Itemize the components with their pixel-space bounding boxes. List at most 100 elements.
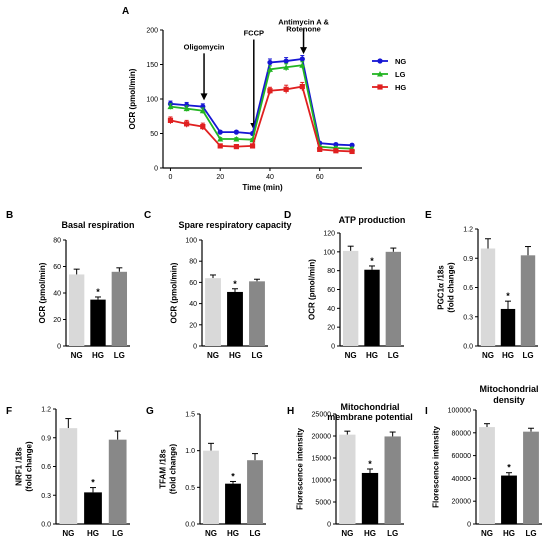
series-hg-point (333, 148, 339, 154)
panel-a-y-tick-label: 50 (150, 131, 158, 138)
series-lg-point (266, 66, 273, 72)
series-hg-point (317, 146, 323, 152)
series-lg-point (199, 107, 206, 114)
panel-label-i: I (425, 406, 428, 417)
panel-g-category-label: HG (227, 529, 239, 538)
series-hg-line (170, 85, 353, 153)
series-hg-point (200, 124, 206, 130)
panel-c-y-tick-label: 40 (189, 301, 197, 308)
panel-d-y-tick-label: 120 (323, 231, 335, 238)
panel-g-y-tick-label: 1.5 (185, 412, 195, 419)
panel-i-category-label: NG (481, 529, 493, 538)
panel-b-y-tick-label: 60 (53, 264, 61, 271)
series-ng-line (170, 57, 353, 147)
injection-arrow-head (200, 93, 208, 101)
panel-f-y-axis-label-line2: (fold change) (25, 441, 34, 492)
panel-d-category-label: LG (388, 351, 399, 360)
panel-e-category-label: LG (522, 351, 533, 360)
panel-h-significance-star: * (368, 459, 372, 469)
series-lg-point (283, 64, 290, 70)
panel-i-y-tick-label: 100000 (448, 408, 471, 415)
panel-c-bar-hg (227, 291, 243, 346)
panel-c-title: Spare respiratory capacity (178, 220, 291, 230)
series-ng-point (333, 141, 339, 148)
panel-d-y-axis-label: OCR (pmol/min) (308, 259, 317, 320)
panel-b-y-tick-label: 20 (53, 317, 61, 324)
series-hg-point (167, 117, 174, 123)
panel-a-annotation: Rotenone (286, 24, 321, 33)
legend-lg-label: LG (395, 70, 406, 79)
panel-label-g: G (146, 406, 154, 417)
panel-g-bar-ng (203, 450, 219, 524)
panel-i-bar-ng (479, 427, 495, 524)
panel-f-y-tick-label: 0.0 (41, 522, 51, 529)
panel-g-bar-lg (247, 460, 263, 524)
legend-lg-marker (377, 71, 383, 77)
panel-h-y-tick-label: 5000 (315, 500, 331, 507)
panel-label-e: E (425, 210, 432, 221)
panel-a-y-tick-label: 150 (146, 62, 158, 69)
panel-f-y-axis-label: NRF1 /18s (15, 447, 24, 486)
panel-d-y-tick-label: 20 (327, 325, 335, 332)
series-hg-point (249, 143, 256, 149)
panel-a-y-tick-label: 200 (146, 28, 158, 35)
panel-h-category-label: NG (341, 529, 353, 538)
panel-c-significance-star: * (233, 279, 237, 289)
panel-e-y-tick-label: 0.9 (463, 256, 473, 263)
panel-c-category-label: HG (229, 351, 241, 360)
panel-g-bar-hg (225, 483, 241, 524)
panel-d-category-label: NG (345, 351, 357, 360)
panel-f-bar-ng (59, 428, 78, 524)
panel-f-category-label: LG (112, 529, 123, 538)
panel-g-significance-star: * (231, 471, 235, 481)
panel-d-significance-star: * (370, 256, 374, 266)
panel-g-y-axis-label: TFAM /18s (159, 449, 168, 489)
series-lg-point (217, 136, 224, 142)
series-ng-point (217, 129, 223, 135)
panel-c-y-tick-label: 0 (193, 344, 197, 351)
series-ng-point (349, 142, 355, 148)
panel-i-title-line2: density (493, 395, 525, 405)
panel-f-y-tick-label: 0.9 (41, 435, 51, 442)
legend-ng-marker (377, 58, 383, 64)
panel-a-annotation: Antimycin A & (278, 17, 329, 26)
panel-e-bar-ng (480, 248, 496, 346)
panel-e-y-tick-label: 0.6 (463, 285, 473, 292)
series-hg-point (233, 144, 239, 150)
panel-f-significance-star: * (91, 478, 95, 488)
panel-b-significance-star: * (96, 287, 100, 297)
series-ng-point (267, 59, 273, 66)
series-lg-point (233, 136, 240, 142)
series-hg-point (299, 83, 305, 90)
panel-h-bar-ng (339, 434, 356, 524)
panel-i-bar-lg (523, 431, 539, 524)
panel-c-y-tick-label: 20 (189, 322, 197, 329)
panel-b-y-axis-label: OCR (pmol/min) (38, 262, 47, 323)
panel-b-bar-hg (90, 299, 106, 346)
panel-d-y-tick-label: 0 (331, 344, 335, 351)
legend-hg-label: HG (395, 83, 406, 92)
panel-b-bar-lg (111, 271, 128, 346)
panel-a-x-tick-label: 40 (266, 174, 274, 181)
panel-b-bar-ng (68, 274, 85, 346)
panel-a-annotation: FCCP (244, 29, 264, 38)
panel-c-y-tick-label: 60 (189, 280, 197, 287)
panel-h-category-label: HG (364, 529, 376, 538)
series-lg-point (167, 103, 174, 110)
panel-b-title: Basal respiration (61, 220, 134, 230)
panel-i-bar-hg (501, 475, 517, 524)
panel-b-y-tick-label: 0 (57, 344, 61, 351)
panel-f-y-tick-label: 0.6 (41, 464, 51, 471)
panel-b-y-tick-label: 40 (53, 291, 61, 298)
panel-i-significance-star: * (507, 463, 511, 473)
panel-d-bar-lg (385, 251, 402, 346)
series-hg-point (283, 86, 289, 92)
panel-c-y-axis-label: OCR (pmol/min) (170, 262, 179, 323)
panel-b-y-tick-label: 80 (53, 238, 61, 245)
panel-h-bar-hg (361, 472, 379, 524)
panel-e-y-tick-label: 1.2 (463, 227, 473, 234)
panel-c-y-tick-label: 100 (185, 238, 197, 245)
panel-label-h: H (287, 406, 294, 417)
panel-a-x-tick-label: 0 (169, 174, 173, 181)
